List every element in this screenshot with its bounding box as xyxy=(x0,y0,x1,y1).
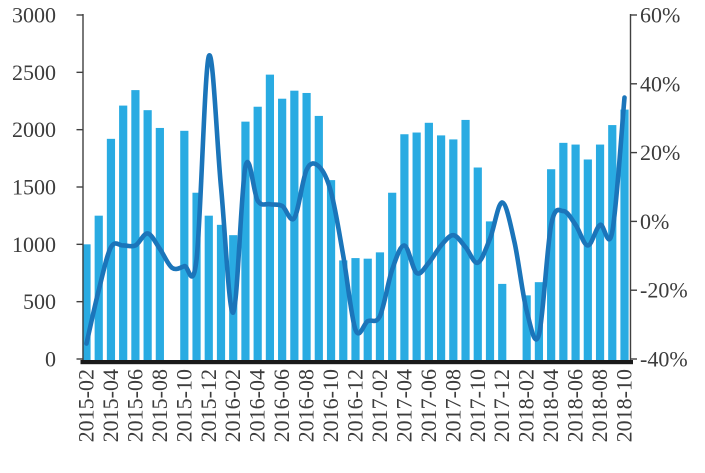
y-axis-right-label: 40% xyxy=(640,71,680,96)
x-axis-label: 2017-02 xyxy=(367,369,392,442)
bar-2017-09 xyxy=(461,119,470,361)
bar-2017-05 xyxy=(412,132,421,361)
bar-2015-12 xyxy=(204,215,213,361)
x-axis-label: 2016-06 xyxy=(269,369,294,442)
bar-2016-08 xyxy=(302,92,311,361)
bar-2017-01 xyxy=(363,258,372,361)
x-axis-label: 2015-10 xyxy=(171,369,196,442)
y-axis-left-label: 1000 xyxy=(12,232,56,257)
bar-2018-04 xyxy=(547,169,556,361)
bar-2017-11 xyxy=(485,221,495,361)
bar-2016-11 xyxy=(339,260,348,361)
bar-2015-08 xyxy=(155,127,164,361)
bar-2017-06 xyxy=(424,122,433,361)
x-axis-label: 2016-10 xyxy=(318,369,343,442)
bar-2015-11 xyxy=(192,192,201,361)
bar-2018-06 xyxy=(571,144,580,361)
bar-2018-08 xyxy=(595,144,605,361)
bar-2018-07 xyxy=(583,159,592,361)
x-axis-label: 2015-04 xyxy=(98,369,123,442)
y-axis-left-label: 1500 xyxy=(12,175,56,200)
x-axis-label: 2016-04 xyxy=(245,369,270,442)
bar-2016-02 xyxy=(229,235,238,361)
y-axis-right-label: 60% xyxy=(640,3,680,28)
trend-line xyxy=(84,53,627,346)
y-axis-right-label: -20% xyxy=(640,278,688,303)
bar-2016-09 xyxy=(314,115,323,361)
bar-2018-09 xyxy=(608,125,617,361)
bar-2017-02 xyxy=(375,252,385,361)
x-axis-label: 2017-04 xyxy=(391,369,416,442)
bar-2017-12 xyxy=(498,283,507,361)
y-axis-left-label: 2000 xyxy=(12,117,56,142)
x-axis-label: 2018-10 xyxy=(612,369,637,442)
bar-2015-02 xyxy=(82,244,91,361)
x-axis-label: 2017-12 xyxy=(489,369,514,442)
y-axis-right-label: -40% xyxy=(640,347,688,372)
x-axis-label: 2018-04 xyxy=(538,369,563,442)
x-axis-label: 2017-10 xyxy=(465,369,490,442)
x-axis-label: 2018-06 xyxy=(563,369,588,442)
x-axis-label: 2015-06 xyxy=(122,369,147,442)
x-axis-label: 2017-06 xyxy=(416,369,441,442)
bar-2016-10 xyxy=(326,180,336,361)
x-axis-label: 2018-08 xyxy=(587,369,612,442)
bar-2015-06 xyxy=(131,90,140,361)
x-axis-label: 2016-02 xyxy=(220,369,245,442)
x-axis-label: 2015-12 xyxy=(196,369,221,442)
x-axis-label: 2018-02 xyxy=(514,369,539,442)
x-axis-label: 2015-08 xyxy=(147,369,172,442)
y-axis-right-label: 20% xyxy=(640,140,680,165)
bar-2018-02 xyxy=(522,295,531,361)
x-axis-label: 2017-08 xyxy=(440,369,465,442)
x-axis-label: 2015-02 xyxy=(74,369,99,442)
y-axis-right-label: 0% xyxy=(640,209,669,234)
y-axis-left-label: 500 xyxy=(23,289,56,314)
bar-2016-01 xyxy=(216,224,226,361)
bar-2016-07 xyxy=(290,90,299,361)
y-axis-left-label: 2500 xyxy=(12,60,56,85)
bar-2016-12 xyxy=(351,258,360,361)
x-axis-label: 2016-08 xyxy=(294,369,319,442)
bar-2015-05 xyxy=(119,105,128,361)
bar-2016-06 xyxy=(278,98,287,361)
bar-2018-05 xyxy=(559,142,568,361)
bar-2016-05 xyxy=(265,74,275,361)
y-axis-left-label: 3000 xyxy=(12,3,56,28)
x-axis xyxy=(80,360,633,365)
bar-2015-10 xyxy=(180,130,189,361)
bar-2017-08 xyxy=(449,139,458,361)
bar-2016-03 xyxy=(241,121,250,361)
bar-2018-10 xyxy=(620,109,629,361)
y-axis-left-label: 0 xyxy=(45,347,56,372)
x-axis-label: 2016-12 xyxy=(343,369,368,442)
bar-2016-04 xyxy=(253,106,262,361)
